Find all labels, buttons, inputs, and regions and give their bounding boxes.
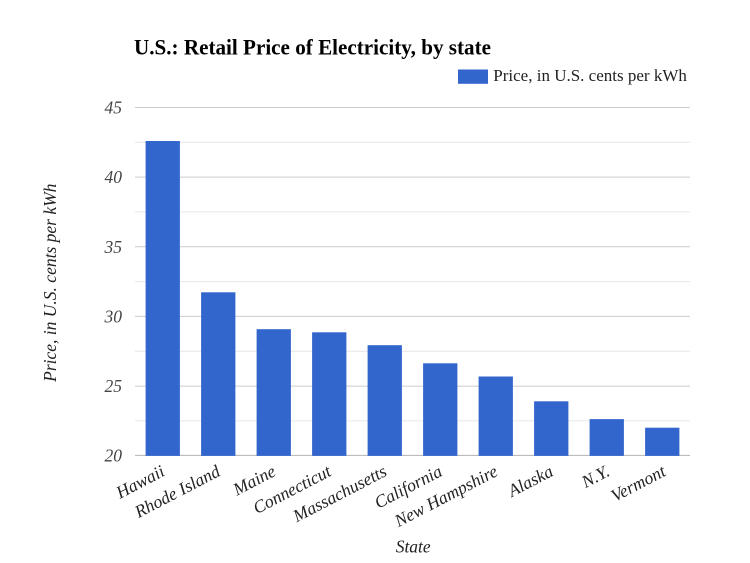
- svg-text:State: State: [396, 536, 431, 556]
- svg-text:25: 25: [105, 376, 123, 396]
- svg-text:40: 40: [105, 167, 123, 187]
- svg-text:35: 35: [104, 237, 123, 257]
- svg-text:U.S.: Retail Price of Electric: U.S.: Retail Price of Electricity, by st…: [134, 35, 491, 60]
- svg-text:30: 30: [104, 306, 123, 326]
- svg-text:20: 20: [105, 446, 123, 466]
- svg-text:Price, in U.S. cents per kWh: Price, in U.S. cents per kWh: [493, 66, 687, 85]
- svg-text:45: 45: [105, 98, 123, 118]
- svg-text:Price, in U.S. cents per kWh: Price, in U.S. cents per kWh: [40, 183, 60, 383]
